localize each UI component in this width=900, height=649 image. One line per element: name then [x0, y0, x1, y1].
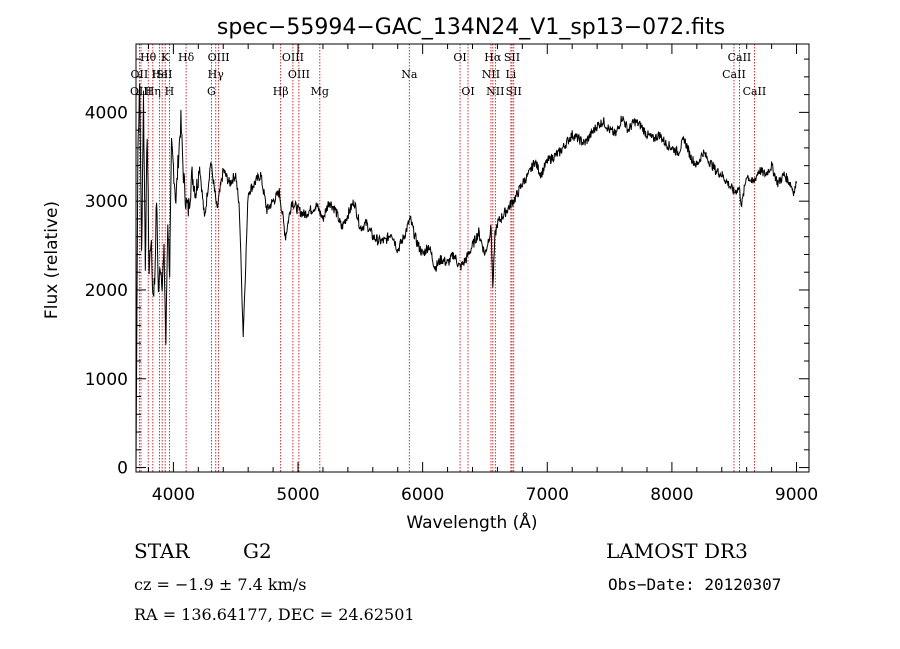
spectral-line-label: SII — [504, 51, 520, 64]
spectral-line-markers — [138, 44, 755, 472]
spectral-line-label: OIII — [282, 51, 304, 64]
spectral-line-label: G — [207, 85, 216, 98]
x-axis-label: Wavelength (Å) — [406, 511, 537, 533]
spectral-line-label: OIII — [208, 51, 230, 64]
y-axis-label: Flux (relative) — [42, 201, 62, 319]
spectral-line-label: Hη — [145, 85, 161, 98]
spectral-line-label: Na — [401, 68, 418, 81]
spectral-line-label: Li — [505, 68, 516, 81]
y-tick-label: 3000 — [85, 192, 128, 212]
x-tick-label: 5000 — [276, 485, 319, 505]
x-tick-label: 9000 — [775, 485, 818, 505]
spectral-line-label: OI — [453, 51, 466, 64]
coordinates: RA = 136.64177, DEC = 24.62501 — [134, 605, 415, 624]
spectral-line-label: He — [152, 68, 168, 81]
x-tick-label: 8000 — [650, 485, 693, 505]
spectral-line-label: H — [165, 85, 175, 98]
spectral-line-label: OIII — [130, 85, 152, 98]
spectral-line-label: Hθ — [140, 51, 157, 64]
y-axis-ticks: 0 1000 2000 3000 4000 — [85, 58, 809, 479]
spectral-line-label: Hβ — [273, 85, 289, 98]
spectral-line-label: Hγ — [208, 68, 225, 81]
redshift-text: cz = −1.9 ± 7.4 km/s — [134, 575, 306, 594]
spectral-line-label: CaII — [722, 68, 746, 81]
spectral-line-label: NII — [482, 68, 500, 81]
spectral-line-label: OI — [461, 85, 474, 98]
object-class: STAR — [134, 539, 190, 563]
chart-title: spec−55994−GAC_134N24_V1_sp13−072.fits — [217, 15, 725, 40]
spectral-line-label: K — [161, 51, 170, 64]
spectral-line-label: OII — [131, 68, 149, 81]
spectral-line-label: Mg — [311, 85, 329, 98]
y-tick-label: 2000 — [85, 281, 128, 301]
y-tick-label: 0 — [117, 459, 128, 479]
spectral-line-label: OIII — [288, 68, 310, 81]
plot-frame — [135, 43, 810, 473]
survey-name: LAMOST DR3 — [606, 539, 748, 563]
spectral-line-label: Hδ — [178, 51, 195, 64]
spectral-line-label: ISII — [152, 68, 173, 81]
spectrum-series — [135, 83, 797, 468]
object-subclass: G2 — [243, 539, 272, 563]
y-tick-label: 4000 — [85, 103, 128, 123]
spectral-line-label: SII — [506, 85, 522, 98]
x-tick-label: 7000 — [526, 485, 569, 505]
obs-date: Obs−Date: 20120307 — [608, 575, 781, 594]
x-tick-label: 6000 — [401, 485, 444, 505]
spectral-line-label: CaII — [743, 85, 767, 98]
spectral-line-label: Hα — [484, 51, 502, 64]
x-axis-ticks: 4000 5000 6000 7000 8000 9000 — [147, 44, 818, 505]
x-tick-label: 4000 — [152, 485, 195, 505]
spectral-line-label: CaII — [728, 51, 752, 64]
y-tick-label: 1000 — [85, 370, 128, 390]
spectral-line-label: NII — [486, 85, 504, 98]
